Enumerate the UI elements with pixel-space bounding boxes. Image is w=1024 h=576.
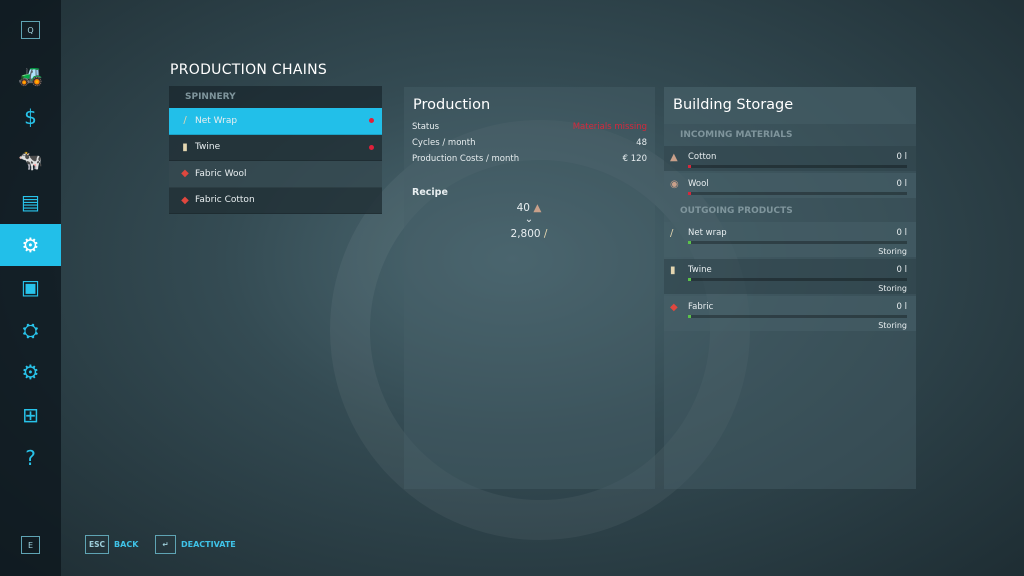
item-amount: 0 l [896,179,907,189]
list-header: SPINNERY [185,92,236,102]
sidebar-item-help-book[interactable]: ? [0,437,61,479]
chain-label: Twine [195,142,221,153]
panel-title: Building Storage [664,87,916,124]
enter-key-icon: ↵ [155,535,176,554]
fill-bar [688,241,907,244]
storage-item: / Net wrap 0 l Storing [664,222,916,257]
production-panel: Production Status Materials missing Cycle… [404,87,655,489]
net-wrap-icon: / [183,115,187,127]
gear-icon: ⚙ [21,360,40,384]
sidebar-item-cow[interactable]: 🐄 [0,139,61,181]
cycles-label: Cycles / month [412,138,476,148]
fill-bar [688,192,907,195]
chain-label: Net Wrap [195,115,238,126]
storage-item: ◆ Fabric 0 l Storing [664,296,916,331]
help-book-icon: ? [25,446,36,470]
chain-item[interactable]: ◆ Fabric Cotton [169,187,382,214]
storage-item: ◉ Wool 0 l [664,173,916,198]
deactivate-label: DEACTIVATE [181,540,236,549]
costs-value: € 120 [622,154,647,164]
sidebar-item-production[interactable]: ⚙ [0,224,61,266]
costs-row: Production Costs / month € 120 [404,151,655,167]
sidebar-item-dollar[interactable]: $ [0,96,61,138]
key-hint-q: Q [21,21,40,39]
wool-icon: ◉ [670,179,679,190]
cotton-icon: ▲ [670,152,678,163]
cycles-value: 48 [636,138,647,148]
storage-mode[interactable]: Storing [878,247,907,256]
esc-key-icon: ESC [85,535,110,554]
chain-item[interactable]: / Net Wrap [169,108,382,135]
cotton-icon: ▲ [533,202,542,214]
fabric-icon: ◆ [181,168,189,180]
status-value: Materials missing [572,122,647,132]
input-amount: 40 [516,202,530,214]
item-amount: 0 l [896,302,907,312]
sidebar-item-vehicle-settings[interactable]: ⛭ [0,309,61,351]
storage-mode[interactable]: Storing [878,321,907,330]
deactivate-button[interactable]: ↵ DEACTIVATE [155,535,236,554]
key-hint-e: E [21,536,40,554]
fabric-icon: ◆ [670,302,678,313]
item-name: Wool [688,179,709,189]
storage-mode[interactable]: Storing [878,284,907,293]
sidebar-item-contracts[interactable]: ▤ [0,181,61,223]
twine-icon: ▮ [670,265,676,276]
hierarchy-icon: ⊞ [22,403,39,427]
missing-indicator [369,144,374,150]
net-wrap-icon: / [670,228,674,239]
item-amount: 0 l [896,265,907,275]
recipe-label: Recipe [412,187,448,198]
sidebar-item-tractor[interactable]: 🚜 [0,54,61,96]
item-amount: 0 l [896,152,907,162]
twine-icon: ▮ [182,141,188,153]
incoming-header: INCOMING MATERIALS [680,130,793,140]
chain-item[interactable]: ▮ Twine [169,134,382,161]
chain-label: Fabric Wool [195,168,247,179]
production-chain-list: SPINNERY / Net Wrap ▮ Twine ◆ Fabric Wool ◆ Fab… [169,86,382,214]
recipe-input: 40 ▲ [404,202,654,214]
contracts-icon: ▤ [21,190,40,214]
dollar-icon: $ [24,105,37,129]
costs-label: Production Costs / month [412,154,520,164]
item-name: Fabric [688,302,714,312]
chain-label: Fabric Cotton [195,195,255,206]
item-name: Net wrap [688,228,727,238]
status-row: Status Materials missing [404,119,655,135]
fill-bar [688,278,907,281]
cow-icon: 🐄 [18,148,43,172]
fabric-icon: ◆ [181,194,189,206]
missing-indicator [369,118,374,124]
net-wrap-icon: / [543,228,548,240]
tractor-icon: 🚜 [18,63,43,87]
storage-item: ▮ Twine 0 l Storing [664,259,916,294]
chevron-down-icon: ⌄ [524,214,534,225]
building-storage-panel: Building Storage INCOMING MATERIALS ▲ Cot… [664,87,916,489]
fill-bar [688,165,907,168]
item-name: Cotton [688,152,717,162]
sidebar: Q 🚜 $ 🐄 ▤ ⚙ ▣ ⛭ ⚙ ⊞? E [0,0,61,576]
fill-bar [688,315,907,318]
sidebar-item-gear[interactable]: ⚙ [0,351,61,393]
recipe-output: 2,800 / [404,228,654,240]
status-label: Status [412,122,440,132]
storage-item: ▲ Cotton 0 l [664,146,916,171]
production-icon: ⚙ [21,233,40,257]
cycles-row: Cycles / month 48 [404,135,655,151]
outgoing-header: OUTGOING PRODUCTS [680,206,793,216]
item-name: Twine [688,265,712,275]
presentation-icon: ▣ [21,275,40,299]
sidebar-item-hierarchy[interactable]: ⊞ [0,394,61,436]
chain-item[interactable]: ◆ Fabric Wool [169,161,382,188]
panel-title: Production [413,97,491,113]
vehicle-settings-icon: ⛭ [22,318,39,342]
back-label: BACK [114,540,139,549]
item-amount: 0 l [896,228,907,238]
page-title: PRODUCTION CHAINS [170,62,328,78]
output-amount: 2,800 [510,228,541,240]
back-button[interactable]: ESC BACK [85,535,138,554]
sidebar-item-presentation[interactable]: ▣ [0,266,61,308]
